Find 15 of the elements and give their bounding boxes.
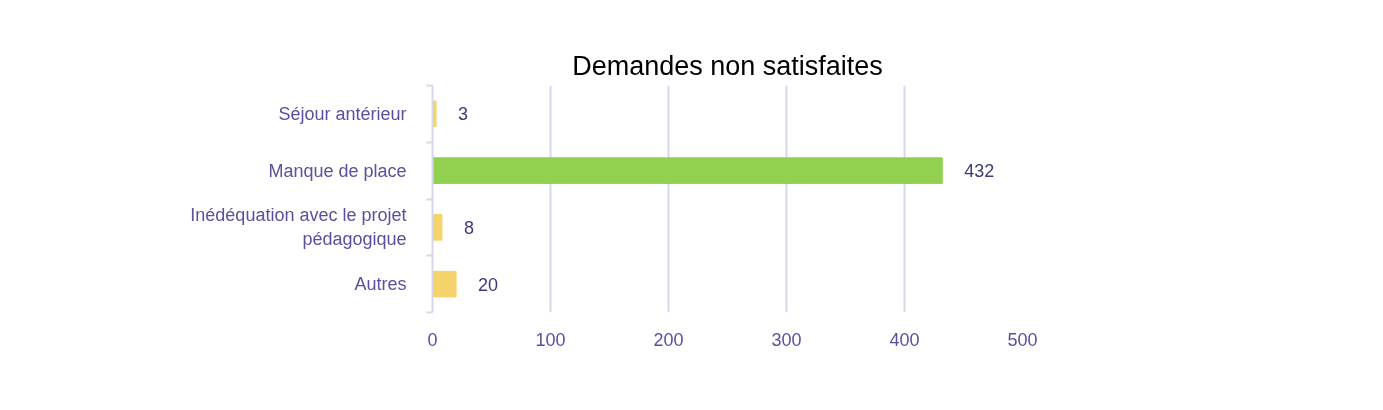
y-tick-label: Séjour antérieur (278, 103, 407, 124)
x-tick-label: 500 (1007, 329, 1038, 350)
x-tick-label: 100 (535, 329, 566, 350)
x-tick-label: 200 (653, 329, 684, 350)
x-tick-label: 300 (771, 329, 802, 350)
x-tick-label: 0 (427, 329, 438, 350)
data-label: 20 (478, 274, 499, 295)
y-tick-label: Inédéquation avec le projet pédagogique (190, 205, 407, 250)
chart-title: Demandes non satisfaites (572, 50, 883, 81)
data-label: 432 (964, 161, 995, 182)
y-tick-label: Manque de place (268, 160, 407, 181)
data-label: 8 (463, 217, 474, 238)
x-tick-label: 400 (889, 329, 920, 350)
y-tick-label: Autres (354, 274, 407, 295)
data-label: 3 (458, 104, 469, 125)
